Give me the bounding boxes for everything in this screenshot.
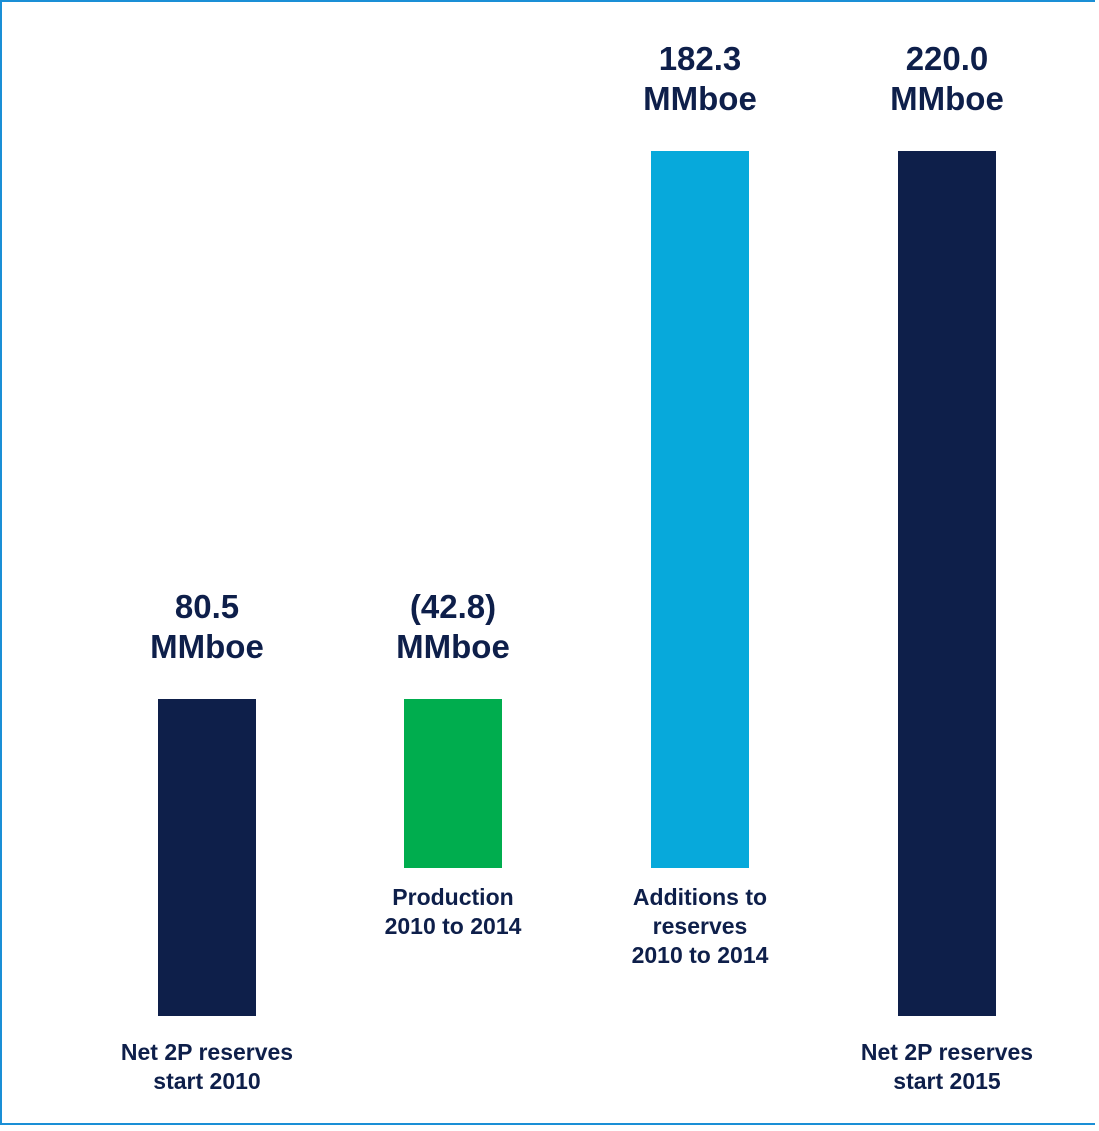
bar-2 [404, 699, 502, 868]
bar-1 [158, 699, 256, 1016]
category-label-2-line-2: 2010 to 2014 [385, 913, 522, 939]
data-label-3-line-2: MMboe [643, 80, 757, 117]
category-label-1-line-1: Net 2P reserves [121, 1039, 293, 1065]
bar-4 [898, 151, 996, 1016]
data-label-3-line-1: 182.3 [659, 40, 742, 77]
data-label-4-line-1: 220.0 [906, 40, 989, 77]
data-label-2-line-1: (42.8) [410, 588, 496, 625]
category-label-2-line-1: Production [392, 884, 513, 910]
data-label-1-line-2: MMboe [150, 628, 264, 665]
category-label-4-line-2: start 2015 [893, 1068, 1001, 1094]
data-label-4-line-2: MMboe [890, 80, 1004, 117]
category-label-3-line-2: reserves [653, 913, 748, 939]
category-label-1-line-2: start 2010 [153, 1068, 260, 1094]
category-label-3-line-3: 2010 to 2014 [632, 942, 769, 968]
category-label-4-line-1: Net 2P reserves [861, 1039, 1033, 1065]
bar-3 [651, 151, 749, 868]
data-label-2-line-2: MMboe [396, 628, 510, 665]
category-label-3-line-1: Additions to [633, 884, 767, 910]
data-label-1-line-1: 80.5 [175, 588, 239, 625]
